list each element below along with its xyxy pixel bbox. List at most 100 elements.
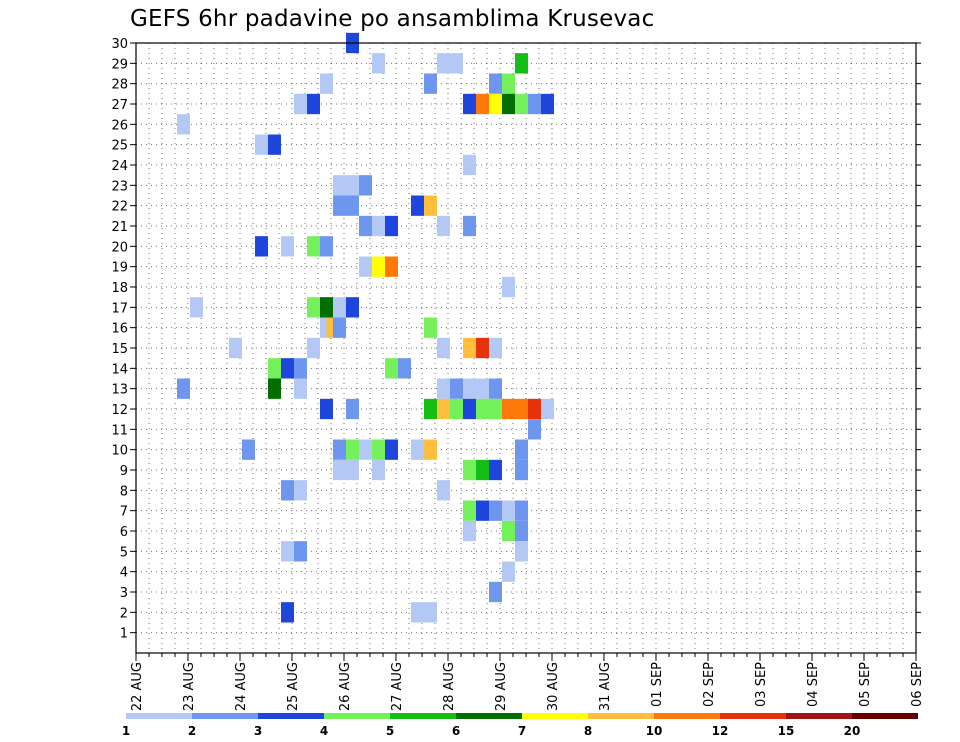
heat-cell [346,398,359,420]
heat-cell [385,358,398,379]
heat-cell [398,358,411,379]
heat-cell [268,358,281,379]
x-tick-label: 30 AUG [546,662,561,711]
y-tick-label: 21 [111,220,128,235]
x-tick-label: 27 AUG [390,662,405,711]
heat-cell [502,561,515,582]
heat-cell [294,358,307,379]
colorbar-label: 10 [646,724,663,738]
y-tick-label: 20 [111,240,128,255]
colorbar-label: 8 [584,724,592,738]
heat-cell [476,459,489,481]
y-tick-label: 14 [111,362,128,377]
x-tick-label: 26 AUG [338,662,353,711]
heat-cell [177,378,190,399]
heat-cell [372,256,385,277]
heat-cell [359,175,372,196]
heat-cell [502,73,515,94]
heat-cell [489,93,502,115]
heat-cell [320,297,333,318]
heat-cell [424,317,437,338]
heat-cell [372,53,385,74]
heat-cell [424,439,437,460]
heat-cell [190,297,203,318]
y-tick-label: 10 [111,444,128,459]
heat-cell [320,398,333,420]
heat-cell [281,480,294,501]
y-tick-label: 7 [120,505,128,520]
colorbar-segment [192,713,258,719]
heat-cell [489,459,502,481]
y-tick-label: 22 [111,200,128,215]
colorbar-segment [852,713,918,719]
heat-cell [450,398,463,420]
y-tick-label: 29 [111,57,128,72]
colorbar-label: 5 [386,724,394,738]
heat-cell [294,378,307,399]
x-tick-label: 04 SEP [806,662,821,707]
heat-cell [294,480,307,501]
y-tick-label: 24 [111,159,128,174]
heat-cell [515,520,528,542]
heat-cell [242,439,255,460]
heat-cell [489,398,502,420]
x-tick-label: 24 AUG [234,662,249,711]
heat-cell [307,337,320,359]
heat-cell [268,134,281,155]
y-tick-label: 17 [111,301,128,316]
colorbar-label: 7 [518,724,526,738]
x-tick-label: 31 AUG [598,662,613,711]
heat-cell [463,154,476,176]
heat-cell [359,256,372,277]
heat-cell [333,195,346,216]
y-tick-label: 16 [111,322,128,337]
heat-cell [372,439,385,460]
heat-cell [489,73,502,94]
x-tick-label: 29 AUG [494,662,509,711]
colorbar-segment [522,713,588,719]
y-tick-label: 12 [111,403,128,418]
y-tick-label: 2 [120,606,128,621]
heat-cell [437,337,450,359]
heat-cell [489,378,502,399]
y-tick-label: 15 [111,342,128,357]
heat-cell [424,195,437,216]
heat-cell [320,73,333,94]
colorbar-label: 1 [122,724,130,738]
heat-cell [515,53,528,74]
heat-cell [372,459,385,481]
heat-cell [294,541,307,562]
heat-cell [437,378,450,399]
heat-cell [489,581,502,603]
heat-cell [450,53,463,74]
heat-cell [333,175,346,196]
y-tick-label: 11 [111,423,128,438]
heat-cell [463,378,476,399]
heat-cell [307,297,320,318]
colorbar-segment [126,713,192,719]
heat-cell [502,276,515,298]
y-tick-label: 1 [120,627,128,642]
y-tick-label: 19 [111,261,128,276]
x-tick-label: 22 AUG [130,662,145,711]
heat-cell [463,398,476,420]
heat-cell [346,459,359,481]
heat-cell [528,398,541,420]
heat-cell [385,215,398,237]
heat-cell [502,500,515,521]
heat-cell [411,195,424,216]
heat-cell [294,93,307,115]
heat-cell [437,480,450,501]
chart-title: GEFS 6hr padavine po ansamblima Krusevac [130,6,655,32]
y-tick-label: 23 [111,179,128,194]
heat-cell [502,398,515,420]
heat-cell [476,337,489,359]
colorbar-segment [324,713,390,719]
heat-cell [281,602,294,623]
x-tick-label: 01 SEP [650,662,665,707]
colorbar-label: 2 [188,724,196,738]
y-tick-label: 18 [111,281,128,296]
colorbar-label: 6 [452,724,460,738]
x-tick-label: 25 AUG [286,662,301,711]
